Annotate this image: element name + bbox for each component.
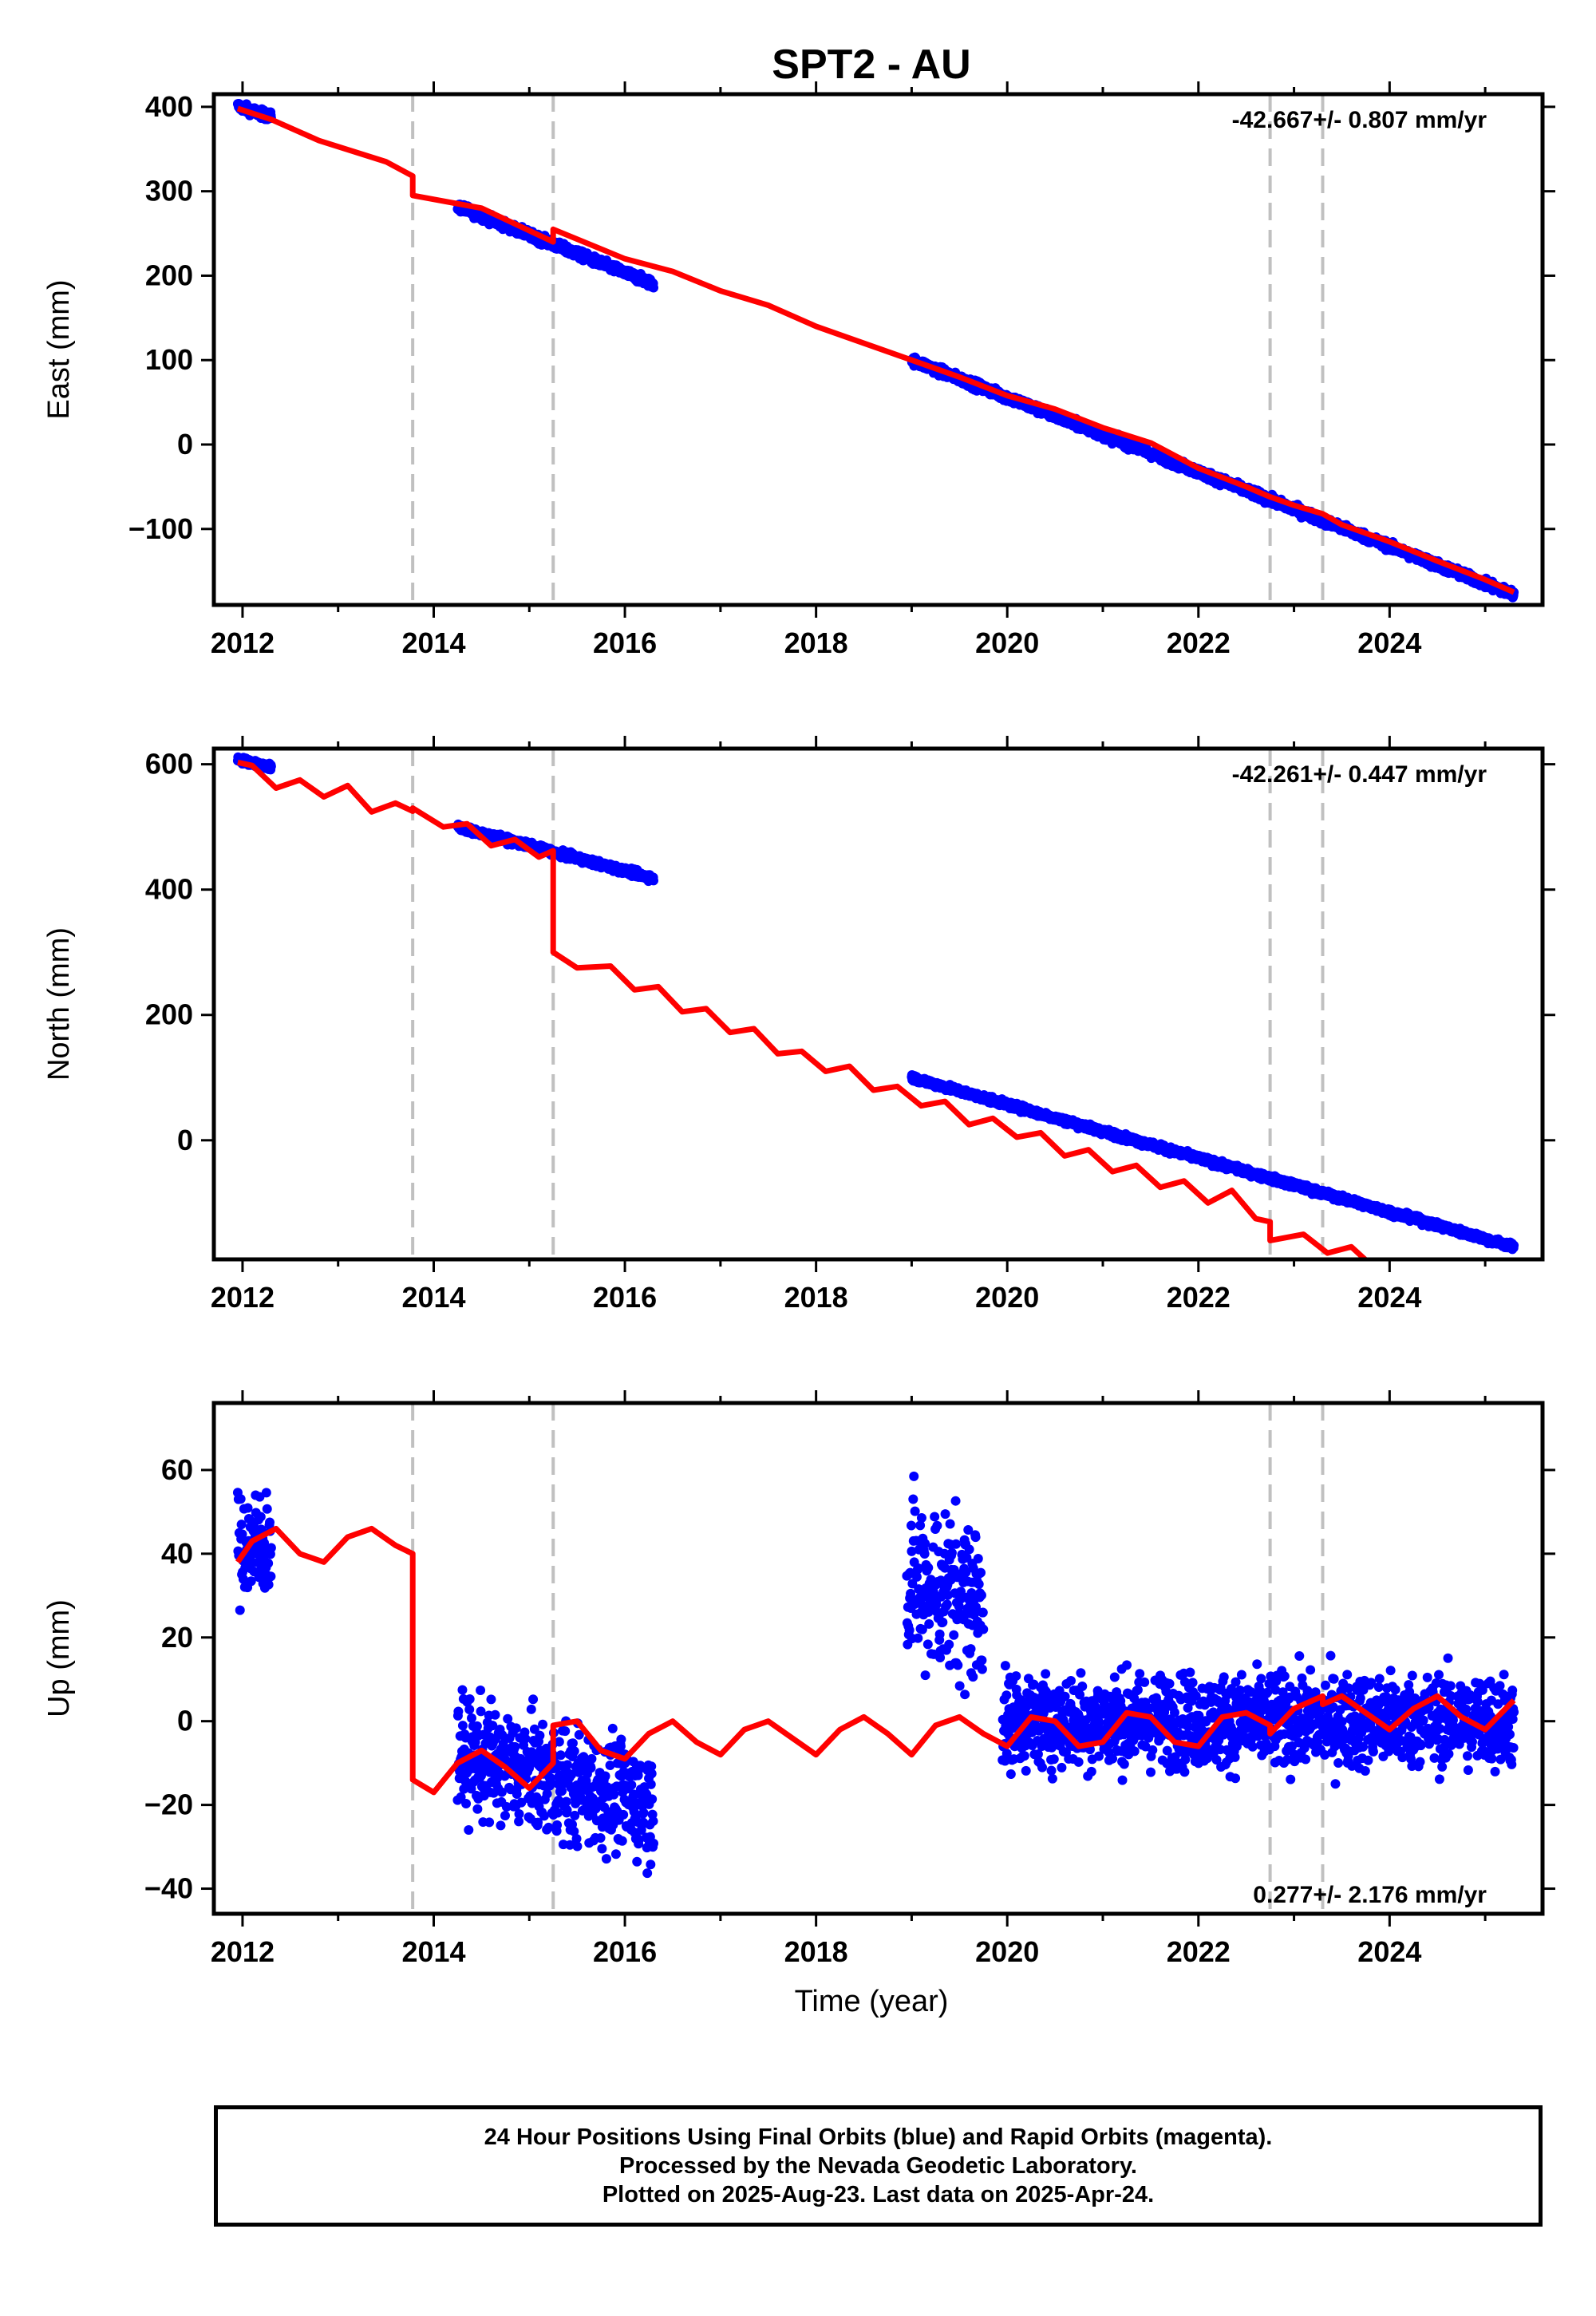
x-tick-label: 2022 <box>1167 626 1231 659</box>
y-tick-label: −100 <box>128 512 193 545</box>
model-line <box>236 105 1515 595</box>
x-tick-label: 2024 <box>1357 626 1421 659</box>
east-panel: 2012 2014 2016 2018 2020 2022 2024 −100 0 100 200 3… <box>42 81 1555 659</box>
data-point <box>266 761 276 772</box>
x-tick-label: 2014 <box>401 626 465 659</box>
x-tick-label: 2012 <box>211 626 275 659</box>
y-tick-label: 0 <box>177 428 193 460</box>
data-point <box>649 875 659 886</box>
y-axis-label: East (mm) <box>42 279 76 419</box>
north-panel: 2012 2014 2016 2018 2020 2022 20240200400600No… <box>42 736 1555 1314</box>
x-tick-label: 2020 <box>975 626 1039 659</box>
rate-annotation: -42.667+/- 0.807 mm/yr <box>1232 107 1487 133</box>
figure-title: SPT2 - AU <box>772 41 970 88</box>
y-tick-label: 300 <box>145 175 193 207</box>
y-tick-label: 200 <box>145 259 193 291</box>
data-point <box>649 283 659 293</box>
plot-area <box>232 94 1519 605</box>
y-tick-label: 100 <box>145 343 193 376</box>
plot-area <box>232 749 1519 1259</box>
y-tick-label: 400 <box>145 90 193 123</box>
x-tick-label: 2016 <box>593 626 657 659</box>
x-tick-label: 2018 <box>784 626 848 659</box>
plot-frame <box>211 92 1545 607</box>
